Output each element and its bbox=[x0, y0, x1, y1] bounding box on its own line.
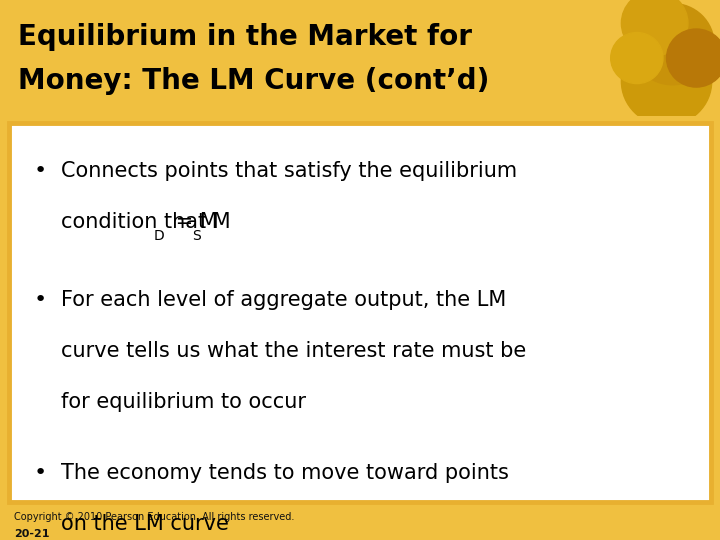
Text: Copyright © 2010 Pearson Education. All rights reserved.: Copyright © 2010 Pearson Education. All … bbox=[14, 512, 294, 522]
Circle shape bbox=[621, 37, 711, 125]
Circle shape bbox=[611, 32, 663, 84]
Text: Connects points that satisfy the equilibrium: Connects points that satisfy the equilib… bbox=[61, 161, 518, 181]
Text: S: S bbox=[192, 230, 201, 243]
Text: Equilibrium in the Market for: Equilibrium in the Market for bbox=[18, 23, 472, 51]
Text: D: D bbox=[153, 230, 164, 243]
Text: condition that M: condition that M bbox=[61, 212, 231, 232]
Text: curve tells us what the interest rate must be: curve tells us what the interest rate mu… bbox=[61, 341, 526, 361]
Text: Money: The LM Curve (cont’d): Money: The LM Curve (cont’d) bbox=[18, 68, 490, 96]
Circle shape bbox=[667, 29, 720, 87]
Text: for equilibrium to occur: for equilibrium to occur bbox=[61, 393, 306, 413]
Text: •: • bbox=[33, 463, 47, 483]
Circle shape bbox=[631, 3, 714, 85]
Circle shape bbox=[621, 0, 688, 56]
Text: •: • bbox=[33, 290, 47, 310]
FancyBboxPatch shape bbox=[9, 123, 711, 502]
Text: = M: = M bbox=[169, 212, 217, 232]
Text: For each level of aggregate output, the LM: For each level of aggregate output, the … bbox=[61, 290, 507, 310]
Text: on the LM curve: on the LM curve bbox=[61, 514, 229, 534]
Text: •: • bbox=[33, 161, 47, 181]
Text: 20-21: 20-21 bbox=[14, 529, 50, 539]
Text: The economy tends to move toward points: The economy tends to move toward points bbox=[61, 463, 509, 483]
